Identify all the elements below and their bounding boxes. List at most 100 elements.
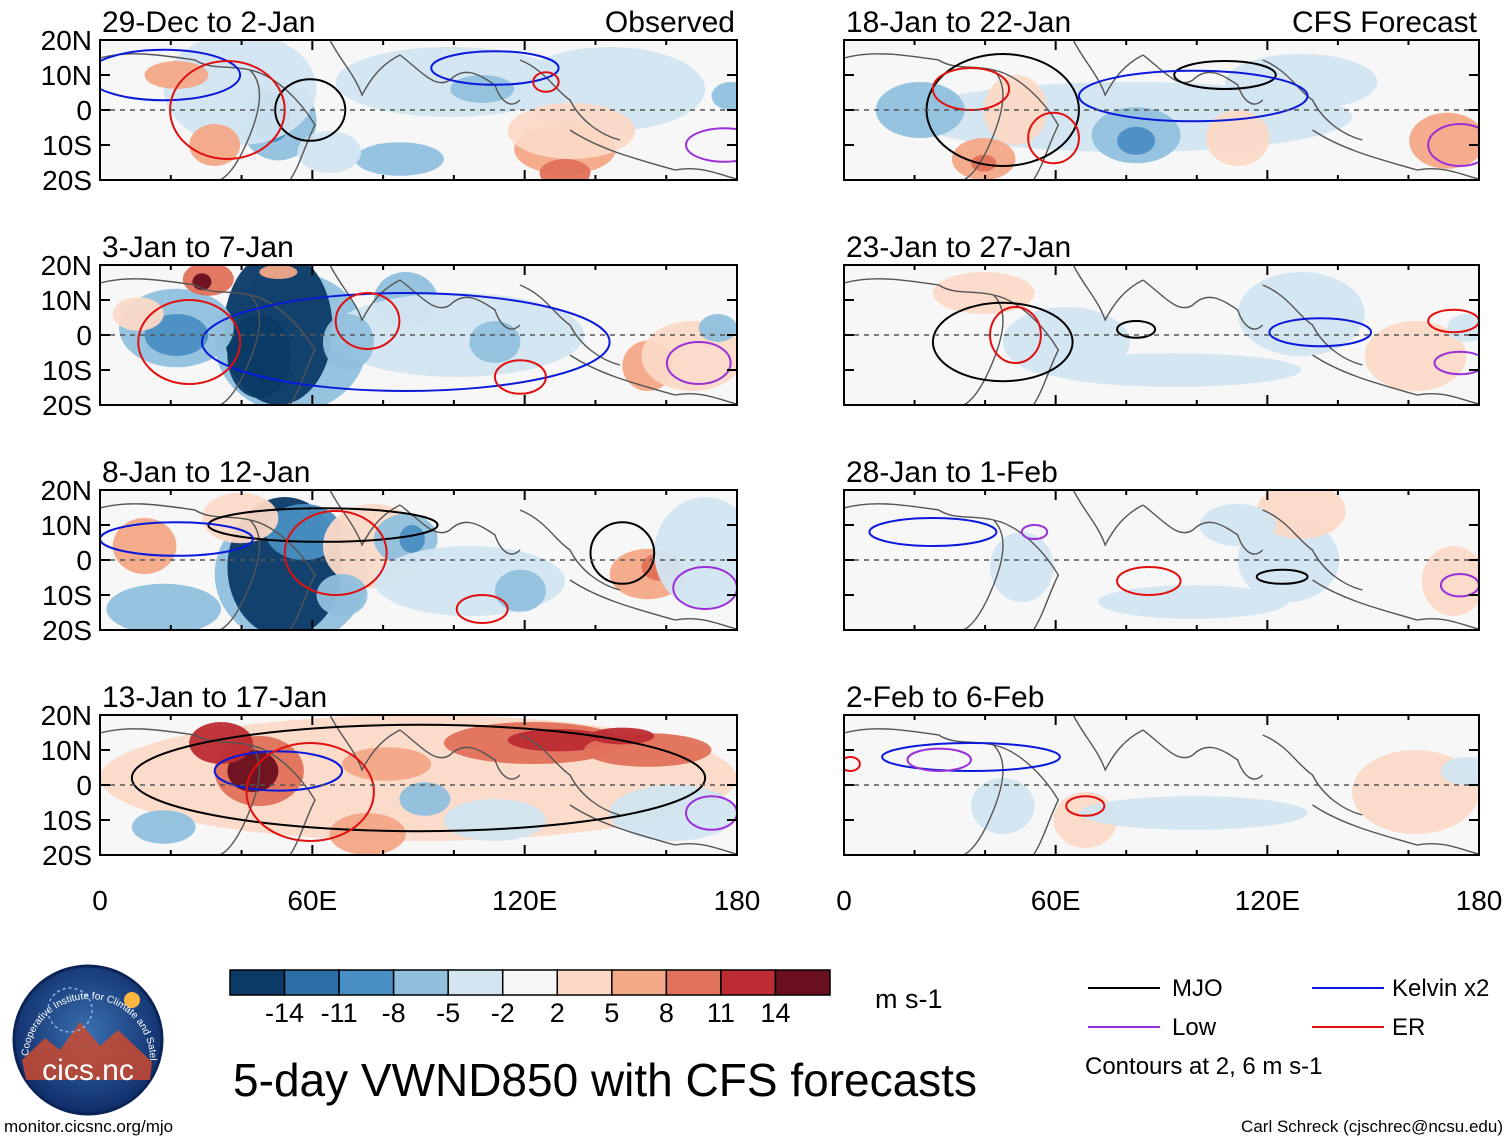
colorbar-label: 14	[760, 998, 790, 1028]
x-tick-label: 60E	[1031, 885, 1081, 916]
coastline	[1072, 265, 1144, 322]
anomaly-shading	[1225, 54, 1378, 110]
contour-low	[1439, 573, 1479, 598]
panel-obs3: 20N 10N 0 10S 20S 8-Jan to 12-Jan	[41, 456, 738, 646]
panel-fc4: 2-Feb to 6-Feb	[843, 681, 1480, 856]
legend-er-label: ER	[1392, 1014, 1425, 1041]
colorbar-label: -8	[382, 998, 406, 1028]
contour-er	[493, 359, 547, 395]
contour-kelvin	[1268, 317, 1373, 348]
logo-wordmark: cics.nc	[42, 1054, 134, 1087]
y-tick-label: 0	[76, 545, 92, 576]
contour-er	[137, 299, 242, 385]
colorbar-label: -2	[491, 998, 515, 1028]
contour-er	[1116, 566, 1182, 596]
y-tick-label: 10N	[41, 510, 92, 541]
legend-note: Contours at 2, 6 m s-1	[1085, 1053, 1322, 1080]
coastline	[1262, 284, 1363, 366]
contour-er	[283, 510, 388, 596]
anomaly-shading	[144, 314, 209, 356]
contour-kelvin	[1077, 69, 1309, 123]
coastline	[1142, 729, 1264, 780]
anomaly-shading	[189, 124, 241, 166]
x-tick-label: 0	[92, 885, 108, 916]
contour-kelvin	[100, 48, 242, 102]
coastline	[519, 59, 621, 141]
panel-title: 8-Jan to 12-Jan	[102, 456, 310, 489]
coastline	[329, 715, 401, 772]
anomaly-shading	[131, 810, 196, 844]
contour-er	[989, 306, 1042, 364]
coastline	[569, 579, 737, 630]
colorbar: -14 -11 -8 -5 -2 2 5 8 11 14	[229, 969, 831, 1028]
footer-credit: Carl Schreck (cjschrec@ncsu.edu)	[1241, 1117, 1503, 1136]
coastline	[1072, 715, 1144, 772]
colorbar-swatch	[338, 969, 395, 996]
colorbar-label: 8	[659, 998, 674, 1028]
y-tick-label: 10N	[41, 60, 92, 91]
y-tick-label: 20N	[41, 700, 92, 731]
logo-sun	[124, 992, 140, 1008]
y-tick-label: 20N	[41, 25, 92, 56]
anomaly-shading	[1098, 585, 1289, 619]
coastline	[519, 509, 621, 591]
anomaly-shading	[163, 40, 317, 145]
coastline	[1312, 354, 1479, 405]
panel-title: 13-Jan to 17-Jan	[102, 681, 327, 714]
y-tick-label: 10S	[42, 805, 92, 836]
contour-mjo	[207, 507, 439, 543]
anomaly-shading	[469, 321, 521, 363]
anomaly-shading	[609, 785, 737, 841]
coastline	[100, 53, 261, 180]
panel-obs4: 20N 10N 0 10S 20S 13-Jan to 17-Jan	[41, 681, 738, 871]
coastline	[1142, 504, 1264, 555]
contour-low	[1427, 123, 1479, 167]
anomaly-shading	[192, 273, 212, 291]
colorbar-label: -11	[321, 998, 358, 1028]
contour-er	[455, 594, 509, 624]
anomaly-shading	[443, 799, 546, 841]
anomaly-shading	[539, 159, 591, 180]
anomaly-shading	[1364, 321, 1467, 391]
panel-title: 2-Feb to 6-Feb	[846, 681, 1044, 714]
anomaly-shading	[1078, 796, 1308, 830]
coastline	[993, 69, 1060, 180]
coastline	[399, 504, 521, 555]
y-tick-label: 20S	[42, 165, 92, 196]
contour-mjo	[931, 301, 1074, 383]
contour-er	[1027, 111, 1080, 165]
contour-kelvin	[100, 521, 254, 557]
contour-low	[906, 747, 972, 772]
panel-title: 23-Jan to 27-Jan	[846, 231, 1071, 264]
colorbar-swatch	[720, 969, 777, 996]
coastline	[569, 129, 737, 180]
coastline	[399, 54, 521, 105]
colorbar-swatch	[611, 969, 668, 996]
anomaly-shading	[399, 525, 425, 553]
coastline	[329, 40, 401, 97]
coastline	[1312, 129, 1479, 180]
colorbar-label: -5	[436, 998, 460, 1028]
logo-mountains	[22, 1022, 152, 1080]
colorbar-swatch	[665, 969, 722, 996]
coastline	[519, 284, 621, 366]
colorbar-label: -14	[265, 998, 304, 1028]
anomaly-shading	[354, 142, 444, 176]
y-tick-label: 10S	[42, 355, 92, 386]
anomaly-shading	[112, 297, 164, 331]
anomaly-shading	[1409, 112, 1479, 169]
contour-mjo	[589, 521, 656, 585]
colorbar-label: 5	[604, 998, 619, 1028]
contour-low	[665, 341, 732, 385]
anomaly-shading	[329, 813, 406, 855]
colorbar-label: 11	[707, 998, 735, 1028]
panel-tag: Observed	[605, 6, 735, 39]
anomaly-shading	[1199, 504, 1276, 546]
y-tick-label: 20N	[41, 475, 92, 506]
coastline	[993, 744, 1060, 855]
coastline	[1312, 579, 1479, 630]
coastline	[399, 729, 521, 780]
contour-er	[1065, 795, 1106, 817]
contour-low	[1433, 350, 1479, 376]
legend: MJO Kelvin x2 Low ER Contours at 2, 6 m …	[1085, 975, 1489, 1080]
